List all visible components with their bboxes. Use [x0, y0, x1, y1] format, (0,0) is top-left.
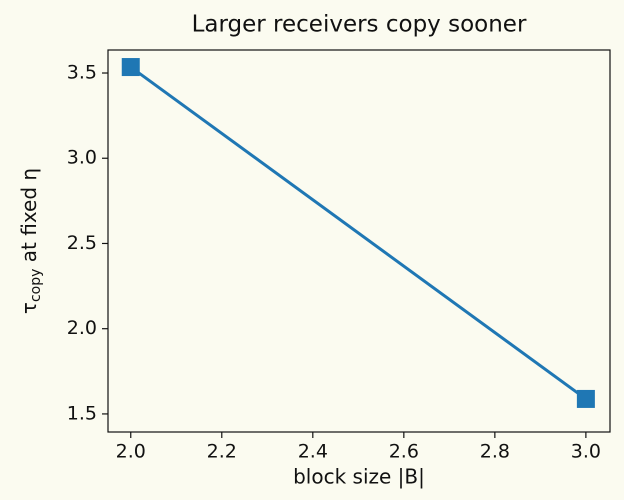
x-tick-label: 2.4	[298, 441, 328, 463]
y-label-symbol: τ	[17, 302, 41, 314]
chart-title: Larger receivers copy sooner	[192, 12, 527, 38]
y-tick-label: 3.0	[67, 147, 97, 169]
x-tick-label: 2.0	[116, 441, 146, 463]
x-tick-label: 2.6	[389, 441, 419, 463]
y-tick-label: 1.5	[67, 402, 97, 424]
line	[129, 65, 587, 401]
y-tick-label: 2.5	[67, 232, 97, 254]
y-label-rest: at fixed η	[17, 168, 41, 269]
y-tick-label: 2.0	[67, 317, 97, 339]
x-tick-label: 3.0	[571, 441, 601, 463]
y-label-subscript: copy	[28, 269, 44, 302]
marker	[576, 389, 595, 408]
y-axis-label: τcopy at fixed η	[17, 168, 45, 314]
x-tick-label: 2.8	[480, 441, 510, 463]
marker	[121, 58, 140, 77]
plot-frame	[107, 49, 611, 433]
y-tick-label: 3.5	[67, 62, 97, 84]
x-axis-label: block size |B|	[293, 465, 425, 489]
x-tick-label: 2.2	[207, 441, 237, 463]
